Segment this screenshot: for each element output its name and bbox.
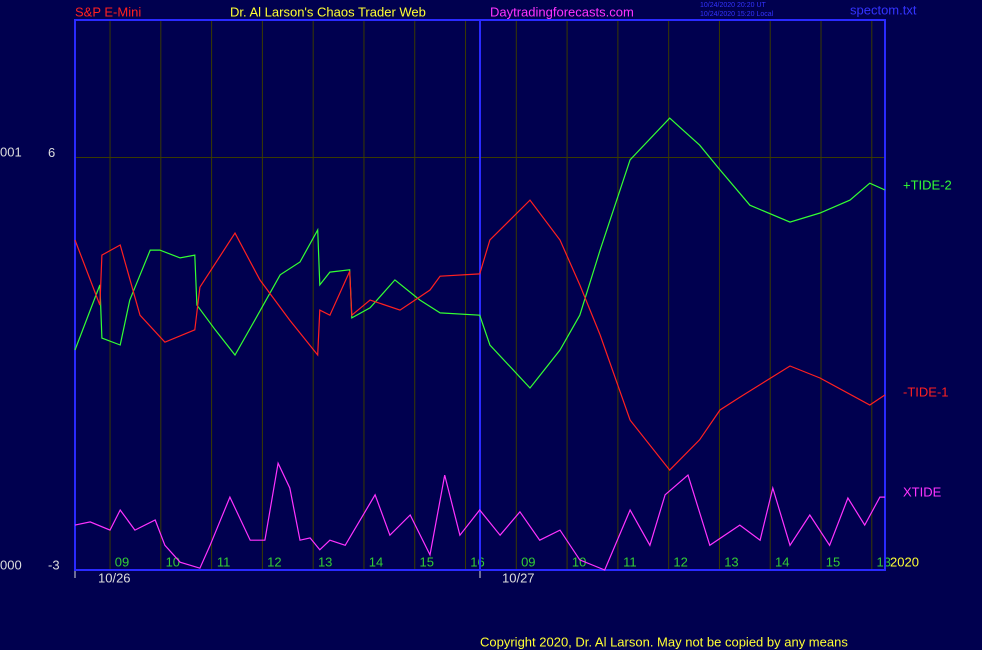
x-tick-label: 13	[318, 554, 332, 569]
timestamp: 10/24/2020 15:20 Local	[700, 11, 774, 18]
left-label: 000	[0, 557, 22, 572]
series-line	[74, 199, 886, 472]
x-tick-label: 15	[420, 554, 434, 569]
x-tick-label: 11	[217, 554, 231, 569]
legend-label: +TIDE-2	[903, 177, 952, 192]
copyright: Copyright 2020, Dr. Al Larson. May not b…	[480, 634, 848, 649]
website: Daytradingforecasts.com	[490, 4, 634, 19]
x-tick-label: 13	[724, 554, 738, 569]
x-tick-label: 13	[877, 554, 891, 569]
file-name: spectom.txt	[850, 2, 917, 17]
symbol: S&P E-Mini	[75, 4, 141, 19]
timestamp: 10/24/2020 20:20 UT	[700, 2, 766, 9]
x-tick-label: 12	[267, 554, 281, 569]
x-tick-label: 09	[521, 554, 535, 569]
x-tick-label: 11	[623, 554, 637, 569]
legend-label: -TIDE-1	[903, 384, 949, 399]
x-tick-label: 09	[115, 554, 129, 569]
date-label: 10/27	[502, 570, 535, 585]
series-line	[74, 117, 886, 389]
x-tick-label: 16	[470, 554, 484, 569]
x-tick-label: 15	[826, 554, 840, 569]
x-tick-label: 14	[775, 554, 789, 569]
year: 2020	[890, 554, 919, 569]
series-line	[74, 461, 885, 571]
x-tick-label: 14	[369, 554, 383, 569]
x-tick-label: 12	[673, 554, 687, 569]
legend-label: XTIDE	[903, 484, 942, 499]
x-tick-label: 10	[572, 554, 586, 569]
y-tick-label: 6	[48, 145, 55, 160]
date-label: 10/26	[98, 570, 131, 585]
x-tick-label: 10	[166, 554, 180, 569]
y-tick-label: -3	[48, 557, 60, 572]
left-label: 001	[0, 144, 22, 159]
chart-title: Dr. Al Larson's Chaos Trader Web	[230, 4, 426, 19]
